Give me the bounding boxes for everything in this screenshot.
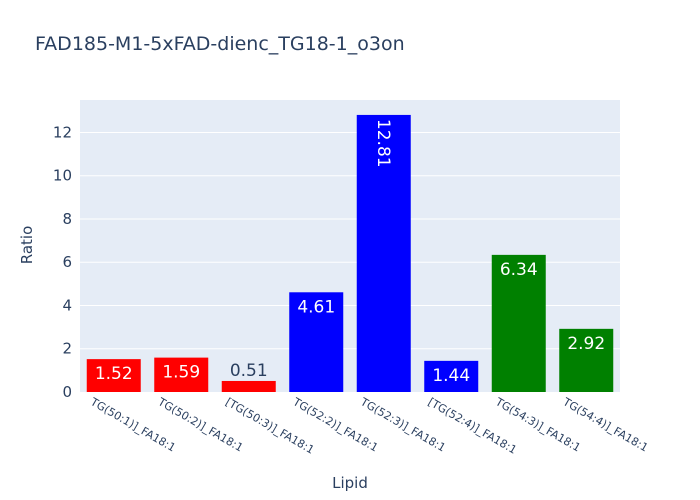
y-tick-label: 10 (53, 167, 72, 185)
bar-labels: 1.52 1.59 0.51 4.61 12.81 1.44 6.34 2.92 (95, 119, 605, 386)
y-tick-label: 0 (62, 383, 72, 401)
chart-title: FAD185-M1-5xFAD-dienc_TG18-1_o3on (35, 33, 405, 55)
y-axis-ticks: 0 2 4 6 8 10 12 (53, 123, 72, 401)
y-axis-title: Ratio (18, 226, 36, 265)
y-tick-label: 6 (62, 253, 72, 271)
bar-value-label: 2.92 (567, 334, 605, 354)
bar (86, 359, 141, 392)
bar (424, 360, 479, 392)
bar-value-label: 12.81 (373, 119, 393, 168)
y-tick-label: 2 (62, 340, 72, 358)
y-tick-label: 12 (53, 123, 72, 141)
bars (86, 114, 614, 393)
bar-value-label: 1.52 (95, 364, 133, 384)
x-axis-title: Lipid (332, 474, 368, 492)
y-tick-label: 4 (62, 296, 72, 314)
bar-value-label: 6.34 (500, 260, 538, 280)
bar-value-label: 0.51 (230, 361, 268, 381)
bar (154, 357, 209, 392)
gridlines (80, 131, 620, 350)
x-axis-ticks: TG(50:1)]_FA18:1TG(50:2)]_FA18:1[TG(50:3… (87, 395, 650, 457)
bar-value-label: 1.44 (432, 366, 470, 386)
bar-value-label: 1.59 (162, 363, 200, 383)
bar-value-label: 4.61 (297, 297, 335, 317)
bar (491, 254, 546, 392)
bar (289, 292, 344, 392)
bar (559, 328, 614, 392)
y-tick-label: 8 (62, 210, 72, 228)
bar (356, 114, 411, 393)
bar (221, 380, 276, 392)
